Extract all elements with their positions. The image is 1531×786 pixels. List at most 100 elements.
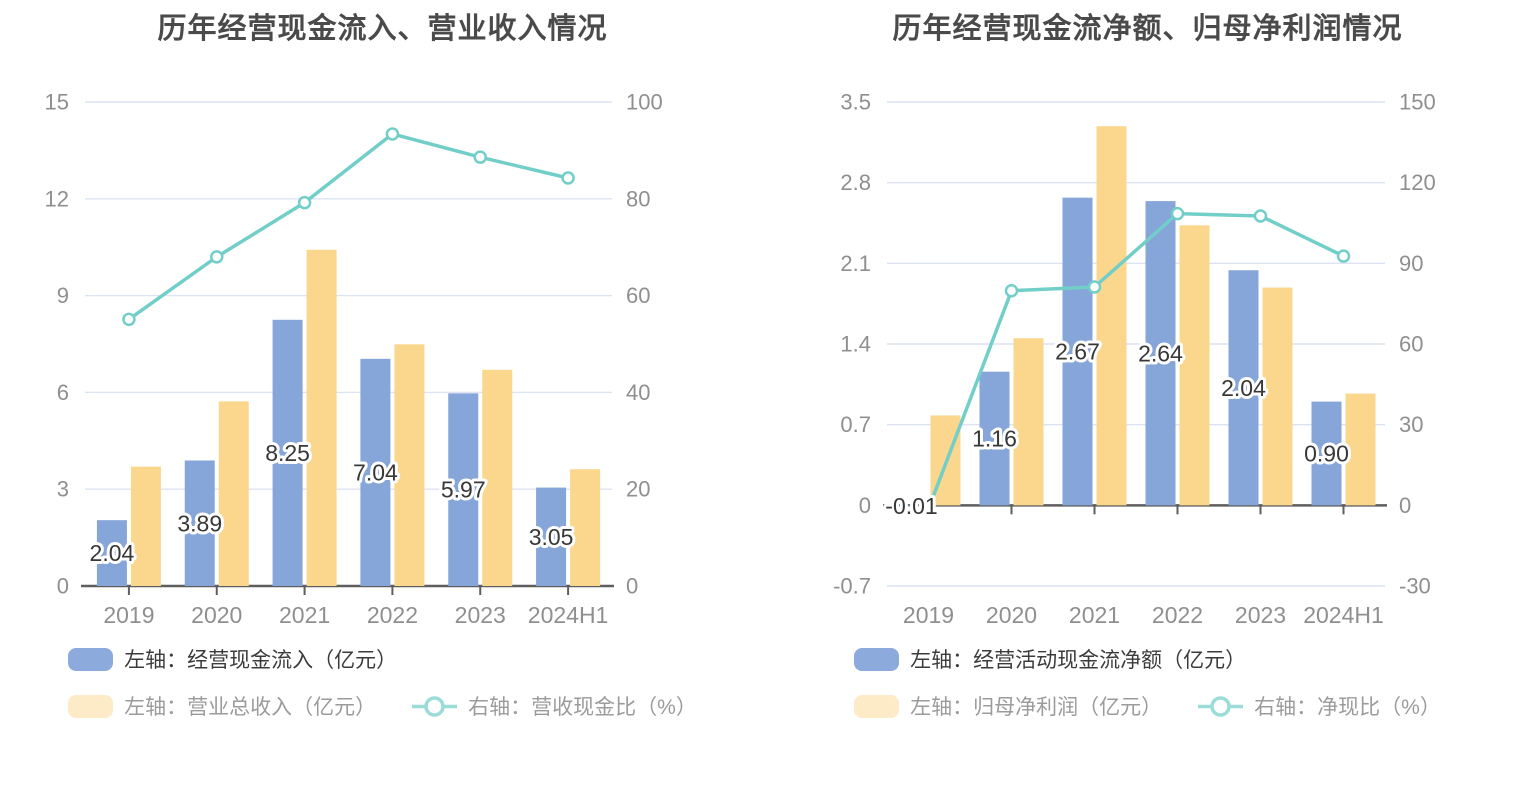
operating-net-cashflow-bar-2022 — [1145, 201, 1176, 506]
left-axis-tick-label: 3.5 — [840, 89, 871, 114]
category-label: 2020 — [986, 602, 1037, 628]
chart-legend-left: 左轴：经营现金流入（亿元） 左轴：营业总收入（亿元） 右轴：营收现金比（%） — [68, 644, 697, 721]
net-profit-legend-swatch — [854, 694, 900, 718]
revenue-cash-ratio-point-2023 — [473, 150, 487, 164]
right-axis-tick-label: 90 — [1399, 251, 1423, 276]
operating-cash-inflow-bar-2020 — [184, 460, 215, 586]
category-label: 2023 — [455, 602, 506, 628]
revenue-cash-ratio-legend-line-icon — [412, 695, 458, 718]
operating-net-cashflow-legend-label: 左轴：经营活动现金流净额（亿元） — [910, 649, 1247, 672]
legend-item-revenue-cash-ratio[interactable]: 右轴：营收现金比（%） — [412, 691, 697, 721]
right-axis-tick-label: 0 — [1399, 493, 1411, 518]
revenue-cash-ratio-line — [127, 132, 570, 322]
category-label: 2024H1 — [1303, 602, 1384, 628]
net-profit-bar-2022 — [1179, 225, 1210, 506]
legend-item-net-cash-ratio[interactable]: 右轴：净现比（%） — [1198, 691, 1441, 721]
right-axis-tick-label: 120 — [1399, 170, 1436, 195]
right-axis-tick-label: 150 — [1399, 89, 1436, 114]
revenue-cash-ratio-legend-label: 右轴：营收现金比（%） — [468, 696, 697, 719]
right-axis-tick-label: 30 — [1399, 412, 1423, 437]
right-axis-tick-label: 80 — [626, 186, 650, 211]
left-axis-tick-label: 3 — [57, 477, 69, 502]
net-cash-ratio-point-2024H1 — [1336, 249, 1351, 263]
operating-cash-inflow-bar-2022 — [360, 358, 391, 586]
left-axis-tick-label: 0 — [859, 493, 871, 518]
right-axis-tick-label: 40 — [626, 380, 650, 405]
category-label: 2022 — [367, 602, 418, 628]
operating-net-cashflow-legend-swatch — [854, 647, 900, 671]
net-cash-ratio-legend-line-icon — [1198, 695, 1244, 718]
netcashflow-netprofit-chart: 3.5 150 2.8 120 2.1 90 1.4 60 0.7 30 0 0 -0.7 -30 -0.0… — [833, 89, 1436, 628]
operating-cash-inflow-bar-2019 — [96, 520, 127, 586]
category-label: 2019 — [903, 602, 954, 628]
operating-net-cashflow-value-label: 1.16 — [972, 426, 1017, 452]
chart-panel-cash-inflow-revenue: 历年经营现金流入、营业收入情况 15 100 12 80 9 60 6 40 3 20 0 0 2.04… — [0, 0, 765, 786]
left-axis-tick-label: 15 — [45, 89, 69, 114]
net-cash-ratio-line — [926, 211, 1346, 511]
operating-cash-inflow-bar-2021 — [272, 319, 303, 586]
legend-item-operating-net-cashflow[interactable]: 左轴：经营活动现金流净额（亿元） — [854, 644, 1246, 674]
revenue-cash-ratio-point-2022 — [385, 127, 400, 141]
total-revenue-bar-2022 — [394, 344, 425, 586]
net-cash-ratio-point-2023 — [1253, 209, 1268, 223]
legend-item-operating-cash-inflow[interactable]: 左轴：经营现金流入（亿元） — [68, 644, 397, 674]
category-label: 2020 — [191, 602, 242, 628]
category-label: 2024H1 — [528, 602, 609, 628]
operating-cash-inflow-value-label: 7.04 — [353, 459, 398, 485]
chart-legend-right: 左轴：经营活动现金流净额（亿元） 左轴：归母净利润（亿元） 右轴：净现比（%） — [854, 644, 1441, 721]
operating-cash-inflow-bar-2023 — [448, 393, 479, 586]
total-revenue-bar-2020 — [218, 401, 249, 586]
legend-item-net-profit[interactable]: 左轴：归母净利润（亿元） — [854, 691, 1162, 721]
total-revenue-bar-2024H1 — [570, 469, 601, 586]
net-cash-ratio-point-2020 — [1004, 284, 1019, 298]
left-axis-tick-label: 2.8 — [840, 170, 871, 195]
operating-net-cashflow-value-label: 2.67 — [1055, 339, 1100, 365]
operating-net-cashflow-bar-2019 — [896, 505, 927, 507]
legend-item-total-revenue[interactable]: 左轴：营业总收入（亿元） — [68, 691, 376, 721]
legend-row: 左轴：归母净利润（亿元） 右轴：净现比（%） — [854, 691, 1441, 721]
left-axis-tick-label: 0 — [57, 573, 69, 598]
legend-row: 左轴：营业总收入（亿元） 右轴：营收现金比（%） — [68, 691, 697, 721]
legend-row: 左轴：经营现金流入（亿元） — [68, 644, 697, 674]
left-axis-tick-label: 12 — [45, 186, 69, 211]
operating-net-cashflow-bar-2021 — [1062, 197, 1093, 506]
right-axis-tick-label: 100 — [626, 89, 663, 114]
net-profit-bar-2024H1 — [1345, 393, 1376, 506]
operating-net-cashflow-value-label: 2.64 — [1138, 340, 1183, 366]
operating-cash-inflow-bar-2024H1 — [536, 487, 567, 586]
operating-net-cashflow-bar-2024H1 — [1311, 401, 1342, 506]
net-profit-bar-2023 — [1262, 287, 1293, 506]
total-revenue-bar-2021 — [306, 249, 337, 587]
revenue-cash-ratio-point-2019 — [122, 312, 136, 327]
category-label: 2023 — [1235, 602, 1286, 628]
total-revenue-legend-swatch — [68, 694, 114, 718]
net-cash-ratio-legend-label: 右轴：净现比（%） — [1254, 696, 1441, 719]
right-axis-tick-label: 60 — [626, 283, 650, 308]
legend-row: 左轴：经营活动现金流净额（亿元） — [854, 644, 1441, 674]
category-label: 2021 — [279, 602, 330, 628]
revenue-cash-ratio-point-2020 — [210, 250, 224, 264]
revenue-cash-ratio-point-2021 — [297, 195, 312, 210]
total-revenue-legend-label: 左轴：营业总收入（亿元） — [124, 696, 377, 719]
operating-net-cashflow-bar-2020 — [979, 371, 1010, 506]
operating-cash-inflow-value-label: 3.89 — [177, 510, 222, 536]
operating-cash-inflow-legend-swatch — [68, 647, 114, 671]
net-profit-legend-label: 左轴：归母净利润（亿元） — [910, 696, 1163, 719]
left-axis-tick-label: 2.1 — [840, 251, 871, 276]
right-axis-tick-label: 20 — [626, 477, 650, 502]
left-axis-tick-label: 0.7 — [840, 412, 871, 437]
right-axis-tick-label: -30 — [1399, 573, 1431, 598]
operating-net-cashflow-value-label: 2.04 — [1221, 375, 1266, 401]
operating-cash-inflow-legend-label: 左轴：经营现金流入（亿元） — [124, 649, 398, 672]
left-axis-tick-label: -0.7 — [833, 573, 871, 598]
right-axis-tick-label: 60 — [1399, 331, 1423, 356]
chart-title-left: 历年经营现金流入、营业收入情况 — [157, 13, 608, 45]
net-cash-ratio-point-2021 — [1087, 280, 1102, 294]
net-profit-bar-2021 — [1096, 126, 1127, 506]
revenue-cash-ratio-point-2024H1 — [561, 171, 575, 185]
net-cash-ratio-point-2019 — [921, 502, 936, 516]
left-axis-tick-label: 9 — [57, 283, 69, 308]
operating-net-cashflow-value-label: 0.90 — [1304, 441, 1349, 467]
category-label: 2021 — [1069, 602, 1120, 628]
